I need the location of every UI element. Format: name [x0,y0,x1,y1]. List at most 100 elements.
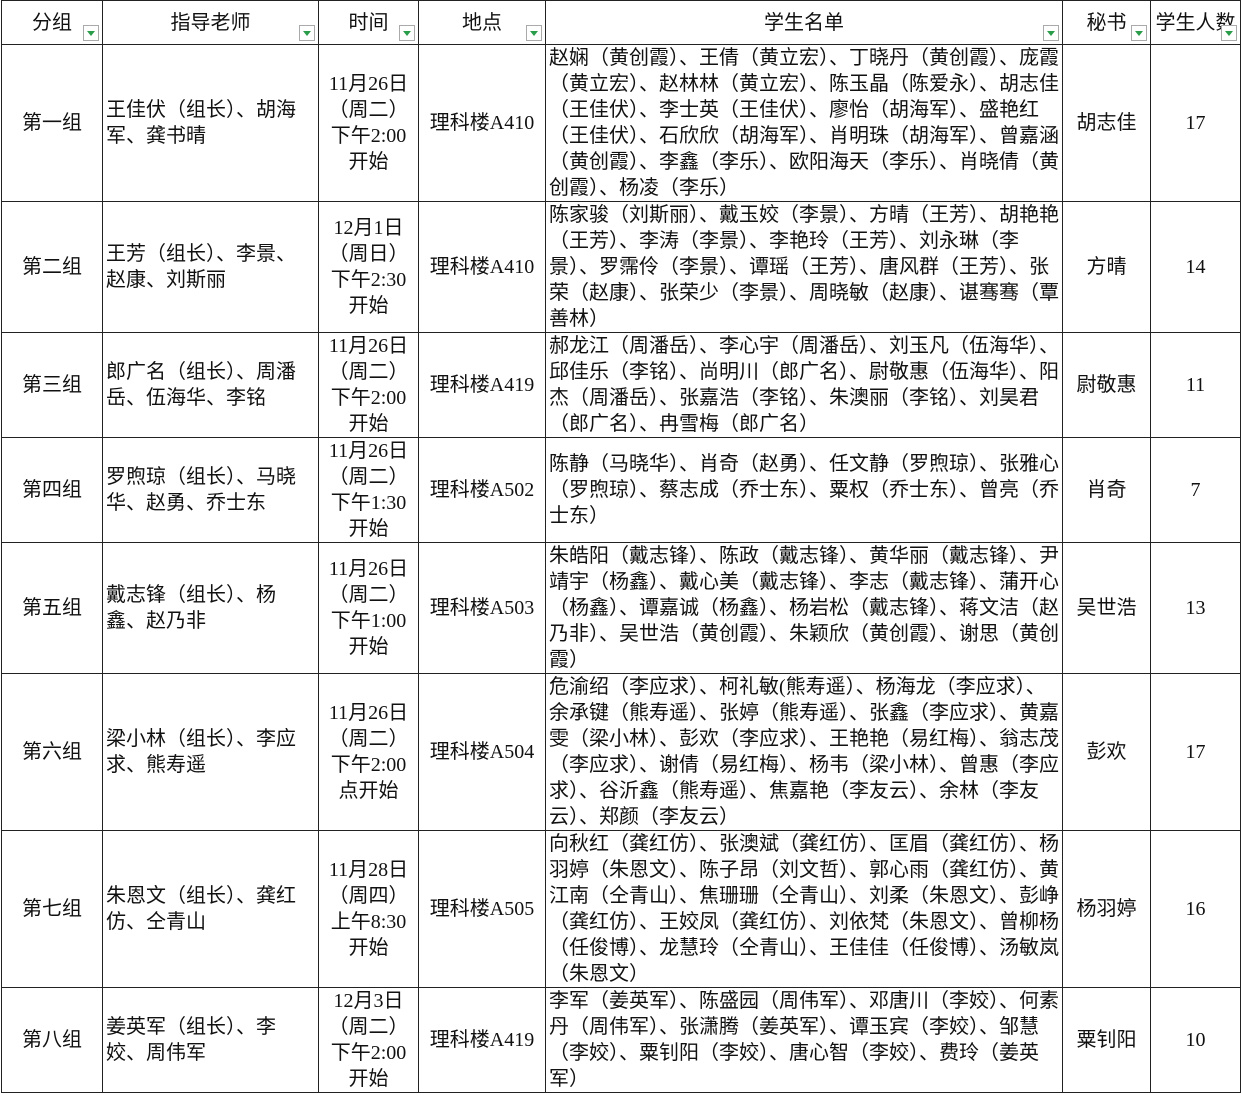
teacher-cell: 罗煦琼（组长）、马晓华、赵勇、乔士东 [102,437,319,543]
location-cell: 理科楼A410 [418,201,546,333]
column-header: 学生名单 [545,0,1063,45]
filter-dropdown[interactable] [526,25,542,41]
header-text: 地点 [462,11,502,34]
time-line: 下午2:00 [330,1042,407,1064]
secretary-cell: 彭欢 [1062,673,1151,831]
teacher-cell: 王佳伏（组长）、胡海军、龚书晴 [102,44,319,202]
group-cell: 第七组 [1,830,103,988]
column-header: 地点 [418,0,546,45]
header-text: 时间 [348,11,389,34]
time-line: 11月26日 [328,702,409,724]
filter-dropdown[interactable] [299,25,315,41]
teacher-cell: 王芳（组长）、李景、赵康、刘斯丽 [102,201,319,333]
header-row: 分组 指导老师 时间 地点 学生名单 秘书 学生人数 [1,0,1241,45]
time-line: 11月26日 [328,73,409,95]
secretary-cell: 尉敬惠 [1062,332,1151,438]
location-cell: 理科楼A504 [418,673,546,831]
group-cell: 第五组 [1,542,103,674]
location-cell: 理科楼A410 [418,44,546,202]
time-line: 开始 [348,1068,389,1090]
header-text: 分组 [32,11,72,34]
time-line: 下午1:00 [330,610,407,632]
time-line: 12月3日 [333,990,404,1012]
students-cell: 朱皓阳（戴志锋）、陈政（戴志锋）、黄华丽（戴志锋）、尹靖宇（杨鑫）、戴心美（戴志… [545,542,1063,674]
count-cell: 17 [1150,673,1241,831]
students-cell: 危渝绍（李应求）、柯礼敏(熊寿遥）、杨海龙（李应求）、余承键（熊寿遥）、张婷（熊… [545,673,1063,831]
table-row: 第二组 王芳（组长）、李景、赵康、刘斯丽 12月1日 （周日） 下午2:30 开始 理科楼A… [1,201,1241,333]
time-line: （周二） [328,728,409,750]
time-line: 11月26日 [328,558,409,580]
time-line: 下午2:00 [330,387,407,409]
filter-dropdown[interactable] [1043,25,1059,41]
time-line: 开始 [348,413,389,435]
secretary-cell: 肖奇 [1062,437,1151,543]
location-cell: 理科楼A502 [418,437,546,543]
location-cell: 理科楼A419 [418,987,546,1093]
time-line: 开始 [348,937,389,959]
teacher-cell: 郎广名（组长）、周潘岳、伍海华、李铭 [102,332,319,438]
count-cell: 16 [1150,830,1241,988]
time-cell: 11月28日 （周四） 上午8:30 开始 [318,830,419,988]
location-cell: 理科楼A503 [418,542,546,674]
group-cell: 第三组 [1,332,103,438]
time-line: （周四） [328,885,409,907]
count-cell: 14 [1150,201,1241,333]
column-header: 秘书 [1062,0,1151,45]
group-cell: 第二组 [1,201,103,333]
time-line: （周二） [328,466,409,488]
time-cell: 12月3日 （周二） 下午2:00 开始 [318,987,419,1093]
time-line: 11月26日 [328,335,409,357]
table-row: 第六组 梁小林（组长）、李应求、熊寿遥 11月26日 （周二） 下午2:00 点开始 理科楼… [1,673,1241,831]
time-line: 11月28日 [328,859,409,881]
count-cell: 17 [1150,44,1241,202]
column-header: 时间 [318,0,419,45]
time-line: （周日） [328,243,409,265]
students-cell: 郝龙江（周潘岳）、李心宇（周潘岳）、刘玉凡（伍海华）、邱佳乐（李铭）、尚明川（郎… [545,332,1063,438]
time-line: 开始 [348,518,389,540]
time-line: 下午2:30 [330,269,407,291]
secretary-cell: 吴世浩 [1062,542,1151,674]
table-row: 第八组 姜英军（组长）、李姣、周伟军 12月3日 （周二） 下午2:00 开始 理科楼A41… [1,987,1241,1093]
column-header: 学生人数 [1150,0,1241,45]
teacher-cell: 朱恩文（组长）、龚红仿、仝青山 [102,830,319,988]
count-cell: 7 [1150,437,1241,543]
header-text: 学生名单 [764,11,844,34]
location-cell: 理科楼A419 [418,332,546,438]
filter-dropdown[interactable] [83,25,99,41]
time-line: 下午2:00 [330,754,407,776]
group-cell: 第四组 [1,437,103,543]
group-cell: 第八组 [1,987,103,1093]
table-row: 第一组 王佳伏（组长）、胡海军、龚书晴 11月26日 （周二） 下午2:00 开始 理科楼A… [1,44,1241,202]
time-line: 下午2:00 [330,125,407,147]
header-text: 指导老师 [170,11,251,34]
filter-dropdown[interactable] [1131,25,1147,41]
time-line: 下午1:30 [330,492,407,514]
time-line: 开始 [348,295,389,317]
header-text: 秘书 [1086,11,1127,34]
count-cell: 13 [1150,542,1241,674]
time-cell: 11月26日 （周二） 下午1:00 开始 [318,542,419,674]
time-cell: 11月26日 （周二） 下午2:00 点开始 [318,673,419,831]
column-header: 指导老师 [102,0,319,45]
column-header: 分组 [1,0,103,45]
secretary-cell: 胡志佳 [1062,44,1151,202]
filter-dropdown[interactable] [399,25,415,41]
table-row: 第四组 罗煦琼（组长）、马晓华、赵勇、乔士东 11月26日 （周二） 下午1:30 开始 理… [1,437,1241,543]
table-row: 第七组 朱恩文（组长）、龚红仿、仝青山 11月28日 （周四） 上午8:30 开始 理科楼A… [1,830,1241,988]
count-cell: 11 [1150,332,1241,438]
students-cell: 李军（姜英军）、陈盛园（周伟军）、邓唐川（李姣）、何素丹（周伟军）、张潇腾（姜英… [545,987,1063,1093]
time-line: 上午8:30 [330,911,407,933]
table-row: 第五组 戴志锋（组长）、杨鑫、赵乃非 11月26日 （周二） 下午1:00 开始 理科楼A5… [1,542,1241,674]
time-cell: 11月26日 （周二） 下午1:30 开始 [318,437,419,543]
time-cell: 12月1日 （周日） 下午2:30 开始 [318,201,419,333]
students-cell: 陈家骏（刘斯丽）、戴玉姣（李景）、方晴（王芳）、胡艳艳（王芳）、李涛（李景）、李… [545,201,1063,333]
students-cell: 赵娴（黄创霞）、王倩（黄立宏）、丁晓丹（黄创霞）、庞霞（黄立宏）、赵林林（黄立宏… [545,44,1063,202]
time-line: （周二） [328,99,409,121]
group-cell: 第六组 [1,673,103,831]
table-row: 第三组 郎广名（组长）、周潘岳、伍海华、李铭 11月26日 （周二） 下午2:00 开始 理… [1,332,1241,438]
filter-dropdown[interactable] [1221,25,1237,41]
time-line: 12月1日 [333,217,404,239]
count-cell: 10 [1150,987,1241,1093]
